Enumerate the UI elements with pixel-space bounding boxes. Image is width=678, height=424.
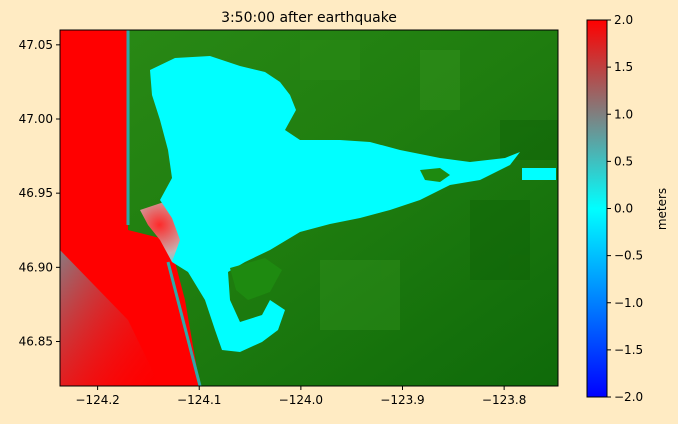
x-tick-label: −124.1 (177, 393, 221, 407)
plot-frame (59, 29, 559, 387)
land-texture (300, 40, 558, 330)
colorbar-tick-label: 0.0 (614, 202, 633, 216)
x-tick-label: −124.0 (279, 393, 323, 407)
colorbar-axis: 2.0 1.5 1.0 0.5 0.0 −0.5 −1.0 −1.5 −2.0 (607, 13, 643, 404)
bay-water (150, 56, 520, 352)
y-tick-label: 47.00 (19, 112, 53, 126)
chart-title: 3:50:00 after earthquake (221, 10, 397, 26)
bay-water-east (522, 168, 556, 180)
y-tick-label: 47.05 (19, 38, 53, 52)
x-axis: −124.2 −124.1 −124.0 −123.9 −123.8 (75, 386, 526, 407)
y-axis: 46.85 46.90 46.95 47.00 47.05 (19, 38, 60, 349)
x-tick-label: −124.2 (75, 393, 119, 407)
colorbar-tick-label: −1.5 (614, 343, 643, 357)
y-tick-label: 46.85 (19, 335, 53, 349)
y-tick-label: 46.95 (19, 186, 53, 200)
colorbar-label: meters (655, 188, 669, 230)
plot-area (60, 30, 558, 386)
colorbar (586, 19, 608, 398)
bay-island (420, 168, 450, 182)
y-tick-label: 46.90 (19, 260, 53, 274)
colorbar-tick-label: 2.0 (614, 13, 633, 27)
x-tick-label: −123.8 (482, 393, 526, 407)
colorbar-tick-label: 0.5 (614, 154, 633, 168)
colorbar-tick-label: 1.0 (614, 107, 633, 121)
ocean-lower-strip (128, 230, 200, 386)
x-tick-label: −123.9 (380, 393, 424, 407)
colorbar-tick-label: −1.0 (614, 296, 643, 310)
coastline-south (166, 261, 202, 386)
colorbar-tick-label: −2.0 (614, 390, 643, 404)
colorbar-tick-label: 1.5 (614, 60, 633, 74)
ocean-gradient (60, 250, 160, 386)
colorbar-tick-label: −0.5 (614, 249, 643, 263)
bay-peninsula (230, 258, 282, 300)
